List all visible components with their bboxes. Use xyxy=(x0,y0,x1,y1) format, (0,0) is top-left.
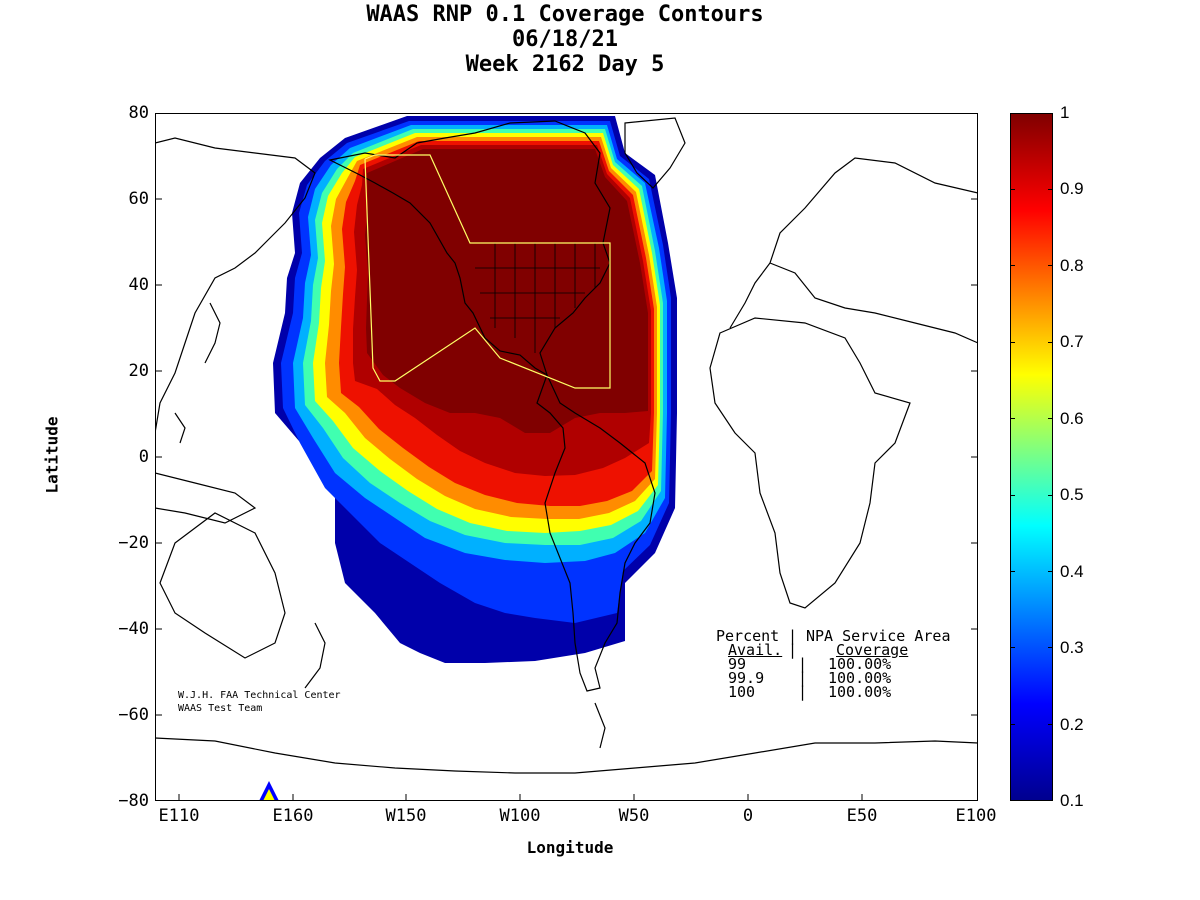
colorbar-tick-label: 1 xyxy=(1060,103,1070,122)
credit-line-2: WAAS Test Team xyxy=(178,703,263,714)
colorbar-tick-label: 0.4 xyxy=(1060,562,1084,581)
chart-week-day: Week 2162 Day 5 xyxy=(465,52,665,77)
legend-avail-value: 99.9 xyxy=(728,669,765,687)
y-axis-label: Latitude xyxy=(42,416,62,494)
colorbar xyxy=(1010,113,1053,801)
legend-header-percent: Percent xyxy=(716,627,780,645)
credit-line-1: W.J.H. FAA Technical Center xyxy=(178,690,341,701)
legend-coverage-value: 100.00% xyxy=(828,683,892,701)
legend-divider: | xyxy=(798,669,808,687)
legend-avail-value: 100 xyxy=(728,683,756,701)
legend-header-npa: NPA Service Area xyxy=(806,627,951,645)
chart-title: WAAS RNP 0.1 Coverage Contours xyxy=(366,2,764,27)
colorbar-tick-label: 0.7 xyxy=(1060,332,1084,351)
legend-header-coverage: Coverage xyxy=(836,641,909,659)
x-tick-label: W150 xyxy=(385,806,427,826)
y-tick-label: −60 xyxy=(118,705,149,725)
colorbar-tick-label: 0.2 xyxy=(1060,715,1084,734)
colorbar-tick-label: 0.9 xyxy=(1060,179,1084,198)
y-tick-label: 40 xyxy=(128,275,149,295)
coverage-map xyxy=(155,113,978,801)
y-tick-label: −40 xyxy=(118,619,149,639)
coastlines xyxy=(155,117,978,774)
y-tick-label: −20 xyxy=(118,533,149,553)
coverage-band-full xyxy=(365,149,648,433)
legend-divider: | xyxy=(788,627,798,645)
coverage-spot-antarctica-core xyxy=(263,789,275,801)
x-tick-label: W50 xyxy=(618,806,650,826)
x-tick-label: E50 xyxy=(846,806,878,826)
x-tick-label: W100 xyxy=(499,806,541,826)
x-axis-label: Longitude xyxy=(526,838,614,857)
x-tick-label: E160 xyxy=(272,806,314,826)
axis-ticks xyxy=(155,198,978,801)
legend-divider: | xyxy=(798,655,808,673)
y-tick-label: 80 xyxy=(128,103,149,123)
legend-coverage-value: 100.00% xyxy=(828,655,892,673)
x-tick-label: 0 xyxy=(742,806,754,826)
x-tick-label: E100 xyxy=(955,806,997,826)
colorbar-tick-label: 0.3 xyxy=(1060,638,1084,657)
y-tick-label: 60 xyxy=(128,189,149,209)
legend-coverage-value: 100.00% xyxy=(828,669,892,687)
legend-avail-value: 99 xyxy=(728,655,747,673)
y-tick-label: 0 xyxy=(138,447,149,467)
colorbar-tick-label: 0.6 xyxy=(1060,409,1084,428)
chart-date: 06/18/21 xyxy=(512,27,618,52)
legend-divider: | xyxy=(798,683,808,701)
colorbar-tick-label: 0.5 xyxy=(1060,485,1084,504)
y-tick-label: −80 xyxy=(118,791,149,811)
colorbar-tick-label: 0.8 xyxy=(1060,256,1084,275)
colorbar-tick-label: 0.1 xyxy=(1060,791,1084,810)
legend-divider: | xyxy=(788,641,798,659)
legend-header-avail: Avail. xyxy=(728,641,783,659)
x-tick-label: E110 xyxy=(158,806,200,826)
y-tick-label: 20 xyxy=(128,361,149,381)
npa-service-area-outline xyxy=(364,154,611,389)
